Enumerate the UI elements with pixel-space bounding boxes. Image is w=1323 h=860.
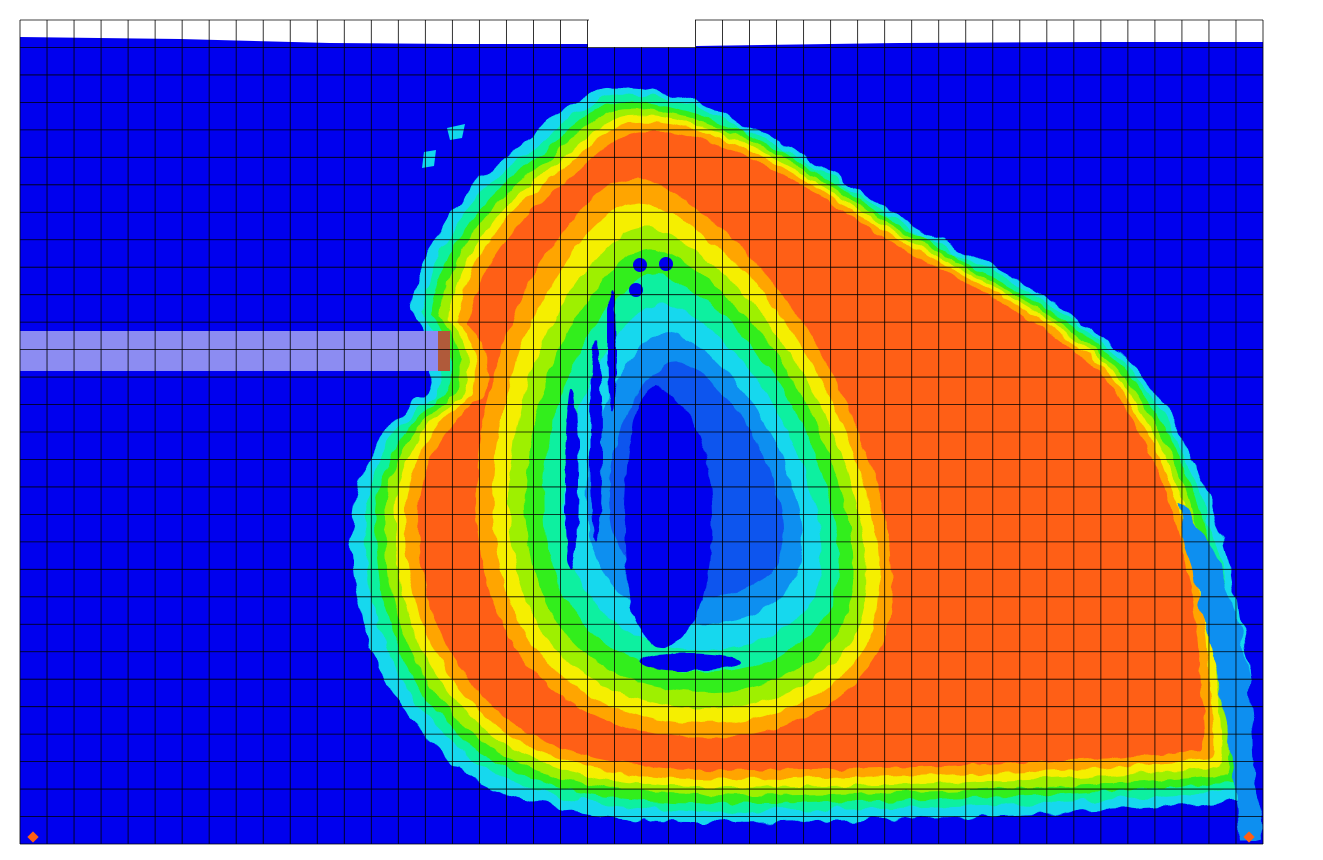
patch-1 <box>447 124 465 140</box>
patch-2 <box>422 150 436 168</box>
cavity-spot-1 <box>633 258 647 272</box>
cavity-streak-2 <box>590 340 602 540</box>
inclusion-tip <box>438 331 450 371</box>
mesh-gap <box>589 19 695 47</box>
cavity-lower-lens <box>640 653 740 671</box>
inclusion-bar <box>20 331 442 371</box>
right-support <box>1243 831 1255 843</box>
fringe-lower-right <box>1180 500 1262 840</box>
cavity-spot-2 <box>659 257 673 271</box>
mesh-grid <box>19 19 1264 845</box>
cavity-streak-1 <box>565 390 579 570</box>
cavity-spot-3 <box>629 283 643 297</box>
